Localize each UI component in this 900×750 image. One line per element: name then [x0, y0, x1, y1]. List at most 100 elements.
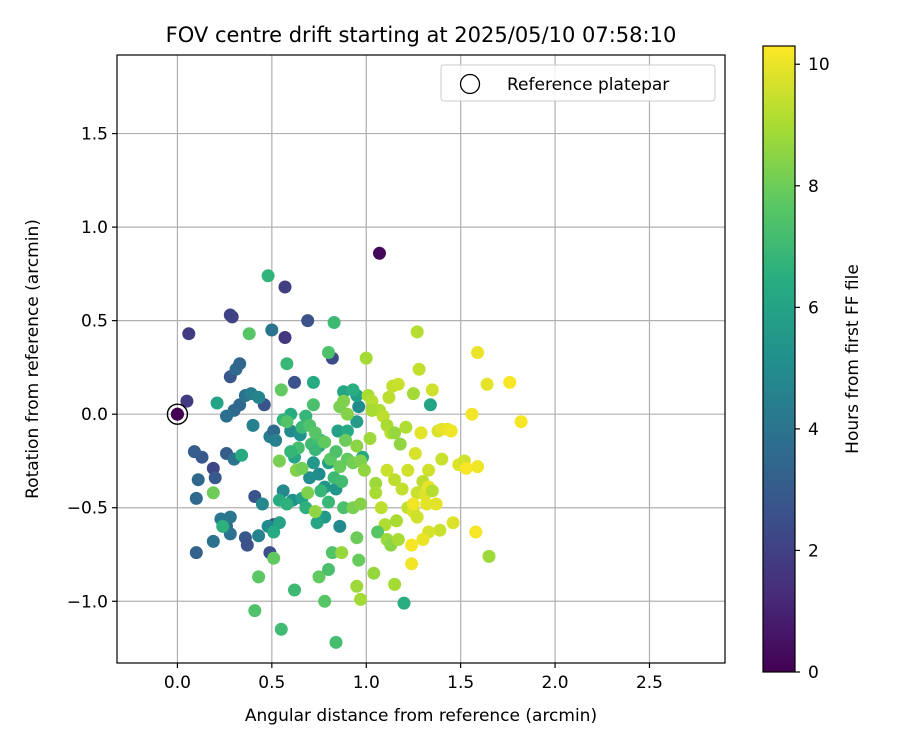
- chart-title: FOV centre drift starting at 2025/05/10 …: [166, 23, 677, 47]
- data-point: [411, 325, 424, 338]
- data-point: [322, 496, 335, 509]
- data-point: [471, 346, 484, 359]
- x-tick-label: 2.5: [636, 673, 663, 693]
- data-point: [269, 434, 282, 447]
- data-point: [350, 580, 363, 593]
- data-point: [460, 462, 473, 475]
- data-point: [192, 473, 205, 486]
- y-tick-label: 1.0: [81, 218, 108, 238]
- colorbar-tick-label: 6: [808, 298, 819, 318]
- data-point: [401, 464, 414, 477]
- data-point: [392, 533, 405, 546]
- data-point: [409, 447, 422, 460]
- data-point: [318, 436, 331, 449]
- data-point: [469, 526, 482, 539]
- data-point: [207, 486, 220, 499]
- colorbar-label: Hours from first FF file: [843, 264, 863, 454]
- data-point: [481, 378, 494, 391]
- data-point: [369, 486, 382, 499]
- legend: Reference platepar: [441, 65, 715, 101]
- data-point: [388, 578, 401, 591]
- data-point: [358, 464, 371, 477]
- data-point: [328, 316, 341, 329]
- data-point: [471, 460, 484, 473]
- x-tick-label: 1.0: [353, 673, 380, 693]
- data-point: [399, 421, 412, 434]
- data-point: [350, 531, 363, 544]
- data-point: [415, 426, 428, 439]
- data-point: [407, 387, 420, 400]
- data-point: [307, 398, 320, 411]
- data-point: [311, 516, 324, 529]
- data-point: [284, 445, 297, 458]
- legend-label: Reference platepar: [507, 75, 669, 95]
- data-point: [209, 471, 222, 484]
- data-point: [373, 247, 386, 260]
- data-point: [394, 438, 407, 451]
- data-point: [416, 533, 429, 546]
- data-point: [352, 554, 365, 567]
- data-point: [426, 383, 439, 396]
- data-point: [190, 492, 203, 505]
- data-point: [422, 464, 435, 477]
- data-point: [392, 378, 405, 391]
- data-point: [424, 398, 437, 411]
- data-point: [188, 445, 201, 458]
- y-axis-label: Rotation from reference (arcmin): [23, 219, 43, 499]
- x-tick-label: 2.0: [542, 673, 569, 693]
- colorbar-tick-label: 8: [808, 177, 819, 197]
- y-tick-label: −1.0: [67, 592, 108, 612]
- data-point: [309, 426, 322, 439]
- data-point: [280, 415, 293, 428]
- data-point: [335, 475, 348, 488]
- data-point: [288, 584, 301, 597]
- data-point: [354, 498, 367, 511]
- data-point: [301, 314, 314, 327]
- y-tick-label: −0.5: [67, 499, 108, 519]
- y-tick-label: 0.5: [81, 312, 108, 332]
- y-tick-label: 0.0: [81, 405, 108, 425]
- data-point: [233, 357, 246, 370]
- data-point: [262, 269, 275, 282]
- data-point: [280, 498, 293, 511]
- data-point: [515, 415, 528, 428]
- data-point: [288, 376, 301, 389]
- data-point: [279, 281, 292, 294]
- colorbar: 0 2 4 6 8 10 Hours from first FF file: [763, 46, 863, 683]
- colorbar-gradient: [763, 46, 795, 672]
- data-point: [279, 331, 292, 344]
- y-axis-ticks: −1.0 −0.5 0.0 0.5 1.0 1.5: [67, 125, 117, 613]
- data-point: [390, 514, 403, 527]
- data-point: [483, 550, 496, 563]
- data-point: [235, 449, 248, 462]
- data-point: [411, 511, 424, 524]
- reference-point: [171, 408, 184, 421]
- data-point: [407, 498, 420, 511]
- data-point: [314, 484, 327, 497]
- data-point: [273, 455, 286, 468]
- data-point: [330, 445, 343, 458]
- data-point: [226, 310, 239, 323]
- data-point: [207, 535, 220, 548]
- data-point: [309, 505, 322, 518]
- data-point: [267, 526, 280, 539]
- data-point: [318, 595, 331, 608]
- data-point: [360, 352, 373, 365]
- data-point: [396, 483, 409, 496]
- data-point: [339, 434, 352, 447]
- data-point: [364, 432, 377, 445]
- data-point: [296, 462, 309, 475]
- x-axis-ticks: 0.0 0.5 1.0 1.5 2.0 2.5: [164, 663, 663, 693]
- data-point: [248, 604, 261, 617]
- data-point: [243, 327, 256, 340]
- data-point: [247, 419, 260, 432]
- y-tick-label: 1.5: [81, 125, 108, 145]
- data-point: [447, 516, 460, 529]
- data-point: [337, 395, 350, 408]
- data-point: [445, 425, 458, 438]
- data-point: [265, 324, 278, 337]
- data-point: [365, 404, 378, 417]
- data-point: [354, 593, 367, 606]
- colorbar-tick-label: 0: [808, 663, 819, 683]
- data-point: [382, 391, 395, 404]
